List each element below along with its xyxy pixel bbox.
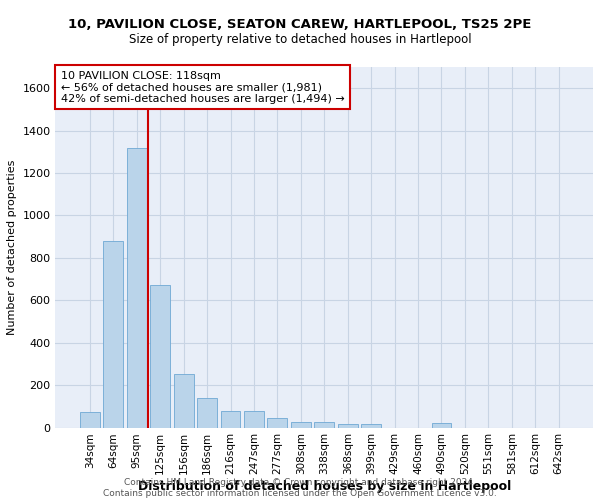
Text: 10, PAVILION CLOSE, SEATON CAREW, HARTLEPOOL, TS25 2PE: 10, PAVILION CLOSE, SEATON CAREW, HARTLE… bbox=[68, 18, 532, 30]
Text: Size of property relative to detached houses in Hartlepool: Size of property relative to detached ho… bbox=[128, 32, 472, 46]
Bar bbox=[338, 424, 358, 428]
Bar bbox=[244, 410, 264, 428]
Bar bbox=[127, 148, 147, 428]
Bar bbox=[268, 418, 287, 428]
Bar bbox=[80, 412, 100, 428]
X-axis label: Distribution of detached houses by size in Hartlepool: Distribution of detached houses by size … bbox=[137, 480, 511, 493]
Bar bbox=[197, 398, 217, 428]
Bar bbox=[173, 374, 194, 428]
Bar bbox=[150, 286, 170, 428]
Text: Contains HM Land Registry data © Crown copyright and database right 2024.
Contai: Contains HM Land Registry data © Crown c… bbox=[103, 478, 497, 498]
Y-axis label: Number of detached properties: Number of detached properties bbox=[7, 160, 17, 335]
Bar bbox=[103, 241, 123, 428]
Bar bbox=[314, 422, 334, 428]
Bar bbox=[291, 422, 311, 428]
Bar bbox=[361, 424, 381, 428]
Text: 10 PAVILION CLOSE: 118sqm
← 56% of detached houses are smaller (1,981)
42% of se: 10 PAVILION CLOSE: 118sqm ← 56% of detac… bbox=[61, 70, 344, 104]
Bar bbox=[431, 424, 451, 428]
Bar bbox=[221, 410, 241, 428]
